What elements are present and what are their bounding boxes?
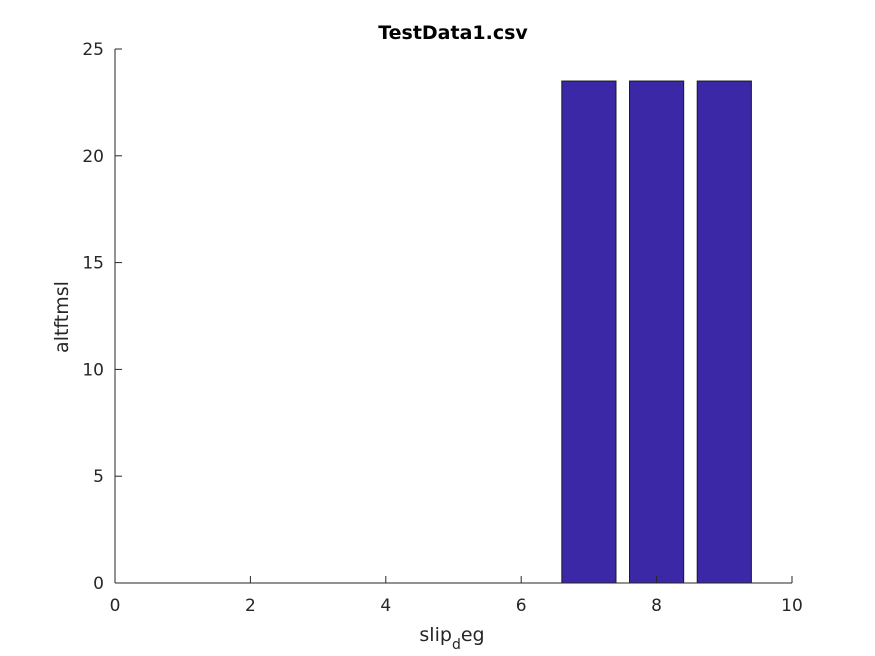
- y-axis-label: altftmsl: [51, 281, 73, 353]
- y-tick-label: 25: [82, 40, 104, 60]
- x-tick-label: 2: [245, 596, 256, 616]
- bar-3: [696, 80, 752, 584]
- x-tick-label: 0: [110, 596, 121, 616]
- x-tick-label: 8: [651, 596, 662, 616]
- x-axis-label: slipdeg: [419, 624, 484, 653]
- x-axis-label-sub: d: [452, 637, 461, 653]
- y-tick-label: 0: [93, 574, 104, 594]
- y-tick-label: 20: [82, 147, 104, 167]
- x-tick-label: 6: [516, 596, 527, 616]
- y-tick-label: 15: [82, 254, 104, 274]
- y-tick-label: 5: [93, 467, 104, 487]
- x-tick-label: 4: [380, 596, 391, 616]
- bar-2: [629, 80, 685, 584]
- axes-group: 0 2 4 6 8 10 0 5 10 15 20 25: [82, 40, 802, 616]
- bars-group: [561, 80, 752, 584]
- bar-1: [561, 80, 617, 584]
- chart-title: TestData1.csv: [378, 22, 528, 44]
- x-axis-label-tail: eg: [461, 624, 485, 646]
- x-axis-label-main: slip: [419, 624, 452, 646]
- y-tick-label: 10: [82, 360, 104, 380]
- x-tick-label: 10: [781, 596, 803, 616]
